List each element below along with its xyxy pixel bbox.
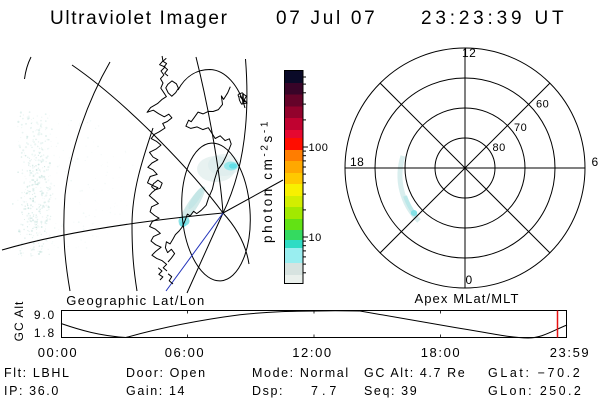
svg-text:Door: Open: Door: Open bbox=[126, 366, 207, 380]
svg-text:12:00: 12:00 bbox=[292, 345, 333, 360]
svg-text:Mode: Normal: Mode: Normal bbox=[252, 366, 350, 380]
svg-text:Ultraviolet Imager: Ultraviolet Imager bbox=[50, 8, 229, 29]
svg-text:GLat: −70.2: GLat: −70.2 bbox=[488, 366, 582, 380]
svg-text:9.0: 9.0 bbox=[34, 308, 56, 322]
svg-text:photon cm-2s-1: photon cm-2s-1 bbox=[260, 119, 276, 243]
svg-text:80: 80 bbox=[493, 142, 506, 154]
svg-text:Flt: LBHL: Flt: LBHL bbox=[4, 366, 71, 380]
svg-text:7.7: 7.7 bbox=[311, 384, 340, 398]
svg-text:70: 70 bbox=[514, 122, 527, 134]
svg-text:00:00: 00:00 bbox=[38, 345, 79, 360]
svg-text:Apex MLat/MLT: Apex MLat/MLT bbox=[414, 291, 519, 306]
svg-text:Geographic Lat/Lon: Geographic Lat/Lon bbox=[66, 293, 205, 308]
svg-text:100: 100 bbox=[309, 142, 329, 154]
svg-text:18:00: 18:00 bbox=[421, 345, 462, 360]
svg-text:0: 0 bbox=[466, 273, 473, 287]
svg-text:Seq: 39: Seq: 39 bbox=[364, 384, 418, 398]
svg-text:18: 18 bbox=[350, 155, 364, 169]
svg-text:23:23:39 UT: 23:23:39 UT bbox=[421, 8, 567, 29]
svg-text:Gain: 14: Gain: 14 bbox=[126, 384, 186, 398]
svg-text:06:00: 06:00 bbox=[165, 345, 206, 360]
svg-text:GLon: 250.2: GLon: 250.2 bbox=[488, 384, 583, 398]
svg-text:07 Jul 07: 07 Jul 07 bbox=[276, 8, 377, 29]
svg-text:60: 60 bbox=[536, 99, 549, 111]
svg-text:1.8: 1.8 bbox=[34, 326, 56, 340]
svg-text:IP: 36.0: IP: 36.0 bbox=[4, 384, 60, 398]
svg-text:10: 10 bbox=[309, 232, 322, 244]
svg-text:GC Alt: 4.7 Re: GC Alt: 4.7 Re bbox=[364, 366, 466, 380]
svg-text:12: 12 bbox=[462, 46, 476, 60]
svg-text:6: 6 bbox=[592, 155, 599, 169]
svg-text:23:59: 23:59 bbox=[550, 345, 591, 360]
svg-text:GC Alt: GC Alt bbox=[12, 301, 26, 342]
svg-text:Dsp:: Dsp: bbox=[252, 384, 284, 398]
